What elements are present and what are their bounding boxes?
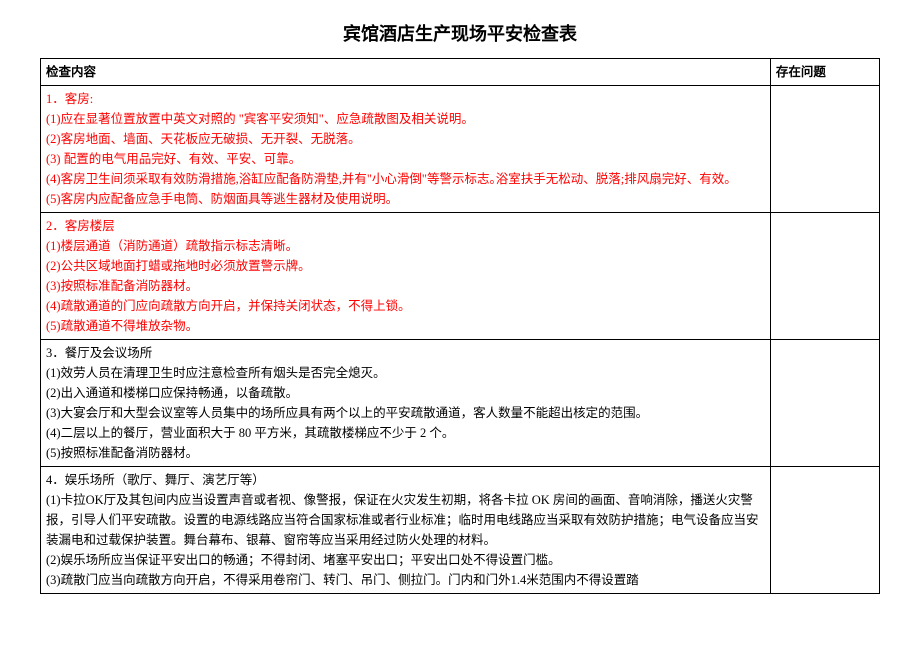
inspection-table: 检查内容 存在问题 1．客房: (1)应在显著位置放置中英文对照的 "宾客平安须… [40,58,880,594]
cell-content: 1．客房: (1)应在显著位置放置中英文对照的 "宾客平安须知"、应急疏散图及相… [41,86,771,213]
table-row: 4．娱乐场所（歌厅、舞厅、演艺厅等） (1)卡拉OK厅及其包间内应当设置声音或者… [41,467,880,594]
table-row: 3．餐厅及会议场所 (1)效劳人员在清理卫生时应注意检查所有烟头是否完全熄灭。 … [41,340,880,467]
cell-issues [770,467,879,594]
table-header-row: 检查内容 存在问题 [41,59,880,86]
header-issues: 存在问题 [770,59,879,86]
cell-issues [770,86,879,213]
page-title: 宾馆酒店生产现场平安检查表 [40,20,880,46]
table-row: 2．客房楼层 (1)楼层通道（消防通道）疏散指示标志清晰。 (2)公共区域地面打… [41,213,880,340]
header-content: 检查内容 [41,59,771,86]
table-row: 1．客房: (1)应在显著位置放置中英文对照的 "宾客平安须知"、应急疏散图及相… [41,86,880,213]
cell-content: 3．餐厅及会议场所 (1)效劳人员在清理卫生时应注意检查所有烟头是否完全熄灭。 … [41,340,771,467]
cell-content: 4．娱乐场所（歌厅、舞厅、演艺厅等） (1)卡拉OK厅及其包间内应当设置声音或者… [41,467,771,594]
cell-issues [770,340,879,467]
cell-content: 2．客房楼层 (1)楼层通道（消防通道）疏散指示标志清晰。 (2)公共区域地面打… [41,213,771,340]
cell-issues [770,213,879,340]
